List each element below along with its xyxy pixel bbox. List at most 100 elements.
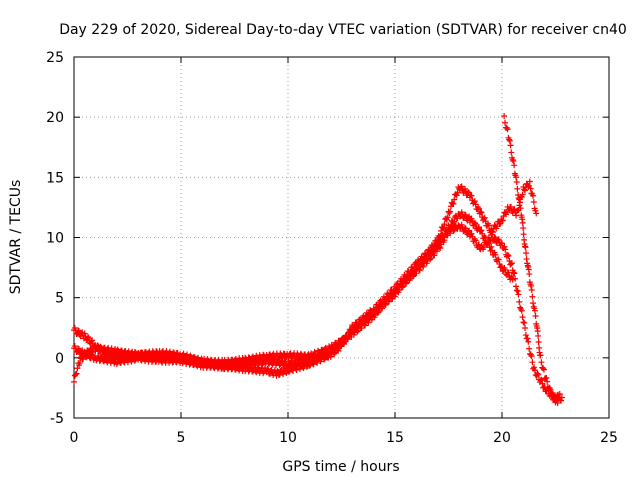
data-point — [472, 221, 479, 228]
data-point — [403, 275, 410, 282]
data-point — [465, 228, 472, 235]
data-point — [509, 156, 516, 163]
data-point — [375, 308, 382, 315]
data-point — [335, 347, 342, 354]
data-point — [504, 252, 511, 259]
data-point — [540, 365, 547, 372]
grid-lines — [74, 57, 609, 418]
data-point — [530, 192, 537, 199]
data-point — [74, 365, 81, 372]
data-point — [478, 227, 485, 234]
x-tick-label: 5 — [177, 430, 186, 446]
data-point — [516, 196, 523, 203]
data-point — [447, 208, 454, 215]
data-point — [296, 361, 303, 368]
series-trace-b — [71, 221, 563, 406]
data-point — [437, 239, 444, 246]
data-point — [547, 386, 554, 393]
data-point — [451, 218, 458, 225]
data-point — [131, 357, 138, 364]
data-point — [498, 263, 505, 270]
data-point — [468, 230, 475, 237]
data-point — [513, 212, 520, 219]
data-point — [462, 225, 469, 232]
data-point — [544, 378, 551, 385]
data-point — [150, 354, 157, 361]
data-point — [527, 185, 534, 192]
data-point — [431, 252, 438, 259]
data-point — [420, 263, 427, 270]
data-point — [415, 259, 422, 266]
y-tick-label: 0 — [55, 351, 64, 367]
data-point — [441, 221, 448, 228]
data-point — [362, 322, 369, 329]
data-point — [514, 287, 521, 294]
data-point — [71, 378, 77, 385]
data-point — [331, 350, 338, 357]
data-point — [451, 196, 458, 203]
data-point — [413, 263, 420, 270]
y-tick-label: 25 — [46, 50, 64, 66]
data-point — [413, 270, 420, 277]
data-point — [507, 203, 514, 210]
x-tick-label: 20 — [493, 430, 511, 446]
data-point — [358, 325, 365, 332]
data-point — [525, 338, 532, 345]
data-point — [508, 260, 515, 267]
y-tick-label: 20 — [46, 110, 64, 126]
data-point — [441, 232, 448, 239]
data-point — [482, 235, 489, 242]
data-point — [505, 269, 512, 276]
data-point — [374, 304, 381, 311]
data-point — [531, 367, 538, 374]
data-point — [475, 224, 482, 231]
data-point — [382, 297, 389, 304]
data-point — [528, 353, 535, 360]
data-point — [528, 286, 535, 293]
data-point — [224, 365, 231, 372]
data-point — [471, 198, 478, 205]
data-point — [516, 199, 523, 206]
data-point — [526, 271, 533, 278]
data-point — [113, 360, 120, 367]
data-point — [379, 305, 386, 312]
data-point — [431, 246, 438, 253]
data-point — [89, 351, 96, 358]
data-point — [478, 209, 485, 216]
data-point — [468, 192, 475, 199]
data-point — [526, 178, 533, 185]
series-trace-c — [71, 209, 516, 372]
data-point — [543, 374, 550, 381]
data-point — [362, 316, 369, 323]
data-point — [285, 368, 292, 375]
data-point — [516, 298, 523, 305]
data-point — [345, 334, 352, 341]
data-point — [375, 303, 382, 310]
x-tick-label: 15 — [386, 430, 404, 446]
data-point — [520, 319, 527, 326]
data-point — [510, 158, 517, 165]
data-point — [409, 266, 416, 273]
data-point — [537, 352, 544, 359]
data-point — [524, 335, 531, 342]
data-point — [491, 234, 498, 241]
x-axis-label: GPS time / hours — [282, 459, 399, 475]
data-point — [481, 214, 488, 221]
x-tick-label: 0 — [70, 430, 79, 446]
data-point — [508, 273, 515, 280]
data-point — [280, 371, 287, 378]
data-point — [386, 293, 393, 300]
data-point — [471, 219, 478, 226]
data-point — [444, 228, 451, 235]
data-point — [81, 330, 88, 337]
data-point — [392, 287, 398, 294]
data-point — [461, 224, 468, 231]
data-point — [522, 187, 529, 194]
data-point — [521, 319, 528, 326]
data-point — [485, 222, 492, 229]
data-point — [444, 214, 451, 221]
data-point — [523, 250, 530, 257]
data-point — [519, 219, 526, 226]
data-point — [529, 359, 536, 366]
data-point — [264, 365, 271, 372]
